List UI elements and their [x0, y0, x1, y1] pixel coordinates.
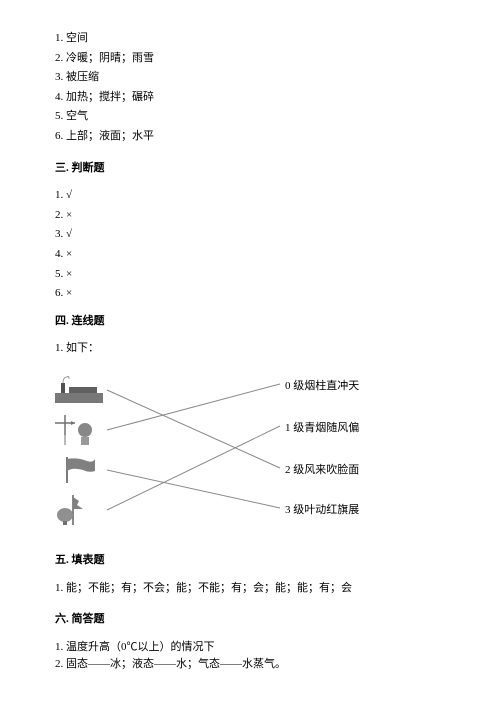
item-row: 1. 空间	[55, 30, 445, 48]
item-row: 3. 被压缩	[55, 69, 445, 87]
fill-section-title: 五. 填表题	[55, 552, 445, 570]
judge-row: 6. ×	[55, 285, 445, 303]
flag-icon	[55, 455, 103, 485]
weather-vane-icon	[55, 415, 103, 445]
wind-level-label: 1 级青烟随风偏	[285, 420, 359, 438]
judge-section-title: 三. 判断题	[55, 160, 445, 178]
judge-list: 1. √ 2. × 3. √ 4. × 5. × 6. ×	[55, 187, 445, 303]
item-row: 2. 冷暖；阴晴；雨雪	[55, 50, 445, 68]
wind-level-label: 0 级烟柱直冲天	[285, 378, 359, 396]
judge-row: 1. √	[55, 187, 445, 205]
short-answer-row: 2. 固态——冰；液态——水；气态——水蒸气。	[55, 656, 445, 674]
judge-row: 4. ×	[55, 246, 445, 264]
items-list: 1. 空间 2. 冷暖；阴晴；雨雪 3. 被压缩 4. 加热；搅拌；碾碎 5. …	[55, 30, 445, 146]
connection-lines	[55, 370, 435, 540]
item-row: 6. 上部；液面；水平	[55, 128, 445, 146]
line-section-title: 四. 连线题	[55, 313, 445, 331]
judge-row: 5. ×	[55, 266, 445, 284]
short-answers-list: 1. 温度升高（0℃以上）的情况下 2. 固态——冰；液态——水；气态——水蒸气…	[55, 639, 445, 674]
factory-icon	[55, 375, 103, 405]
short-section-title: 六. 简答题	[55, 611, 445, 629]
wind-level-label: 2 级风来吹脸面	[285, 462, 359, 480]
wind-level-label: 3 级叶动红旗展	[285, 502, 359, 520]
line-intro: 1. 如下：	[55, 340, 445, 358]
fill-answer: 1. 能；不能；有；不会；能；不能；有；会；能；能；有；会	[55, 580, 445, 598]
item-row: 5. 空气	[55, 108, 445, 126]
item-row: 4. 加热；搅拌；碾碎	[55, 89, 445, 107]
matching-diagram: 0 级烟柱直冲天 1 级青烟随风偏 2 级风来吹脸面 3 级叶动红旗展	[55, 370, 435, 540]
tree-leaf-icon	[55, 495, 103, 525]
judge-row: 3. √	[55, 226, 445, 244]
judge-row: 2. ×	[55, 207, 445, 225]
short-answer-row: 1. 温度升高（0℃以上）的情况下	[55, 639, 445, 657]
